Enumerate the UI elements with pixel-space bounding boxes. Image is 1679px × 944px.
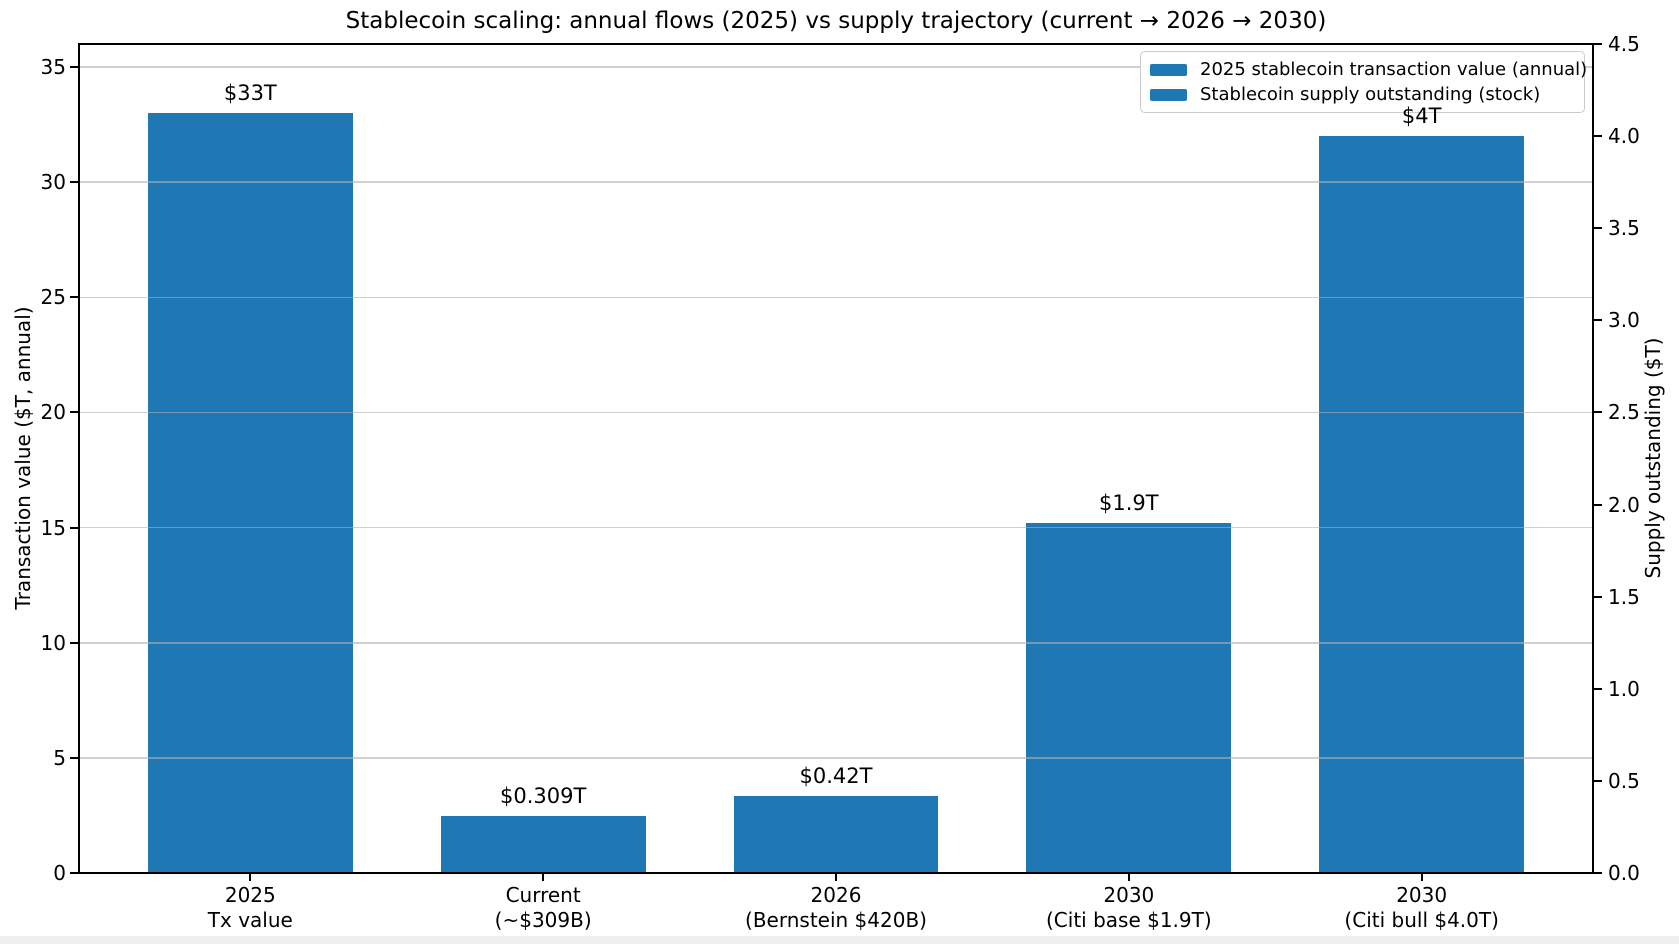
left-y-axis-tick-label: 30 bbox=[40, 170, 66, 195]
x-tick-label-line: 2025 bbox=[224, 883, 276, 907]
x-axis-tick bbox=[1420, 874, 1423, 881]
x-tick-label-line: 2030 bbox=[1396, 883, 1448, 907]
bar-value-label: $0.42T bbox=[799, 763, 873, 788]
right-y-axis-tick-label: 0.0 bbox=[1608, 861, 1640, 885]
right-y-axis-tick-label: 2.5 bbox=[1608, 400, 1640, 425]
legend-entry-label: Stablecoin supply outstanding (stock) bbox=[1200, 84, 1541, 105]
right-y-axis-tick bbox=[1594, 595, 1602, 598]
bar-value-label: $33T bbox=[223, 81, 277, 106]
left-y-axis-tick-label: 25 bbox=[40, 285, 66, 310]
left-y-axis-tick-label: 35 bbox=[40, 55, 66, 80]
left-y-axis-label: Transaction value ($T, annual) bbox=[11, 306, 35, 610]
legend: 2025 stablecoin transaction value (annua… bbox=[1140, 51, 1587, 113]
legend-entry-label: 2025 stablecoin transaction value (annua… bbox=[1200, 59, 1588, 80]
left-y-axis-tick-label: 0 bbox=[53, 861, 66, 885]
x-tick-label-line: (Citi base $1.9T) bbox=[1045, 908, 1212, 932]
x-axis-tick bbox=[249, 874, 252, 881]
x-tick-label-line: Current bbox=[505, 883, 581, 907]
gridline bbox=[79, 66, 1593, 68]
right-y-axis-tick-label: 1.0 bbox=[1608, 676, 1640, 701]
x-tick-label-line: (Citi bull $4.0T) bbox=[1344, 908, 1499, 932]
gridline bbox=[79, 526, 1593, 529]
left-y-axis-tick-label: 20 bbox=[40, 400, 66, 425]
right-y-axis-tick bbox=[1594, 319, 1602, 322]
left-y-axis-tick bbox=[70, 411, 78, 414]
left-y-axis-tick bbox=[70, 181, 78, 184]
right-y-axis-tick bbox=[1594, 411, 1602, 414]
right-y-axis-tick bbox=[1594, 779, 1602, 782]
legend-entry: 2025 stablecoin transaction value (annua… bbox=[1150, 58, 1587, 81]
x-axis-tick bbox=[1127, 874, 1130, 881]
x-tick-label: 2026 (Bernstein $420B) bbox=[745, 883, 927, 933]
x-tick-label: 2030 (Citi base $1.9T) bbox=[1046, 883, 1212, 933]
gridline bbox=[79, 181, 1593, 183]
right-y-axis-tick-label: 2.0 bbox=[1608, 492, 1640, 517]
left-y-axis-tick bbox=[70, 641, 78, 644]
x-tick-label-line: (~$309B) bbox=[494, 908, 592, 932]
left-y-axis-tick-label: 5 bbox=[53, 745, 66, 770]
left-y-axis-tick bbox=[70, 66, 78, 69]
right-y-axis-tick-label: 4.0 bbox=[1608, 124, 1640, 149]
bar bbox=[147, 113, 353, 873]
right-y-axis-tick-label: 4.5 bbox=[1608, 32, 1640, 56]
bar-value-label: $1.9T bbox=[1099, 490, 1159, 515]
bar bbox=[1319, 136, 1525, 873]
right-y-axis-tick bbox=[1594, 227, 1602, 230]
right-y-axis-tick bbox=[1594, 687, 1602, 690]
gridline bbox=[79, 641, 1593, 644]
x-tick-label: 2030 (Citi bull $4.0T) bbox=[1344, 883, 1498, 933]
gridline bbox=[79, 296, 1593, 299]
x-axis-tick bbox=[835, 874, 837, 881]
left-y-axis-tick bbox=[70, 526, 78, 529]
bar bbox=[440, 816, 646, 873]
x-tick-label: Current (~$309B) bbox=[495, 883, 592, 933]
bar bbox=[1026, 522, 1232, 873]
legend-swatch bbox=[1150, 63, 1187, 76]
left-y-axis-tick-label: 15 bbox=[40, 515, 66, 540]
chart-title: Stablecoin scaling: annual flows (2025) … bbox=[345, 8, 1327, 34]
left-y-axis-tick bbox=[70, 296, 78, 299]
right-y-axis-tick-label: 0.5 bbox=[1608, 768, 1640, 793]
x-axis-tick bbox=[542, 874, 545, 881]
left-y-axis-tick-label: 10 bbox=[40, 630, 66, 655]
right-y-axis-tick-label: 3.0 bbox=[1608, 308, 1640, 333]
legend-swatch bbox=[1150, 88, 1187, 101]
x-tick-label-line: Tx value bbox=[207, 908, 293, 932]
legend-entry: Stablecoin supply outstanding (stock) bbox=[1150, 83, 1574, 106]
right-y-axis-tick bbox=[1594, 503, 1602, 506]
right-y-axis-tick bbox=[1594, 872, 1602, 874]
bar bbox=[733, 795, 939, 873]
gridline bbox=[79, 411, 1593, 414]
right-y-axis-label: Supply outstanding ($T) bbox=[1641, 337, 1665, 579]
left-y-axis-tick bbox=[70, 756, 78, 759]
x-tick-label-line: (Bernstein $420B) bbox=[745, 908, 927, 932]
page-bottom-strip bbox=[0, 936, 1679, 944]
gridline bbox=[79, 757, 1593, 759]
bar-value-label: $4T bbox=[1401, 104, 1442, 129]
right-y-axis-tick bbox=[1594, 135, 1602, 138]
bar-value-label: $0.309T bbox=[500, 784, 587, 809]
x-tick-label-line: 2030 bbox=[1103, 883, 1155, 907]
right-y-axis-tick-label: 1.5 bbox=[1608, 584, 1640, 609]
plot-area: $33T $0.309T $0.42T $1.9T $4T bbox=[79, 44, 1593, 873]
x-tick-label-line: 2026 bbox=[810, 883, 862, 907]
left-y-axis-tick bbox=[70, 872, 78, 874]
right-y-axis-tick-label: 3.5 bbox=[1608, 216, 1640, 241]
right-y-axis-tick bbox=[1594, 43, 1602, 45]
x-tick-label: 2025 Tx value bbox=[208, 883, 293, 933]
